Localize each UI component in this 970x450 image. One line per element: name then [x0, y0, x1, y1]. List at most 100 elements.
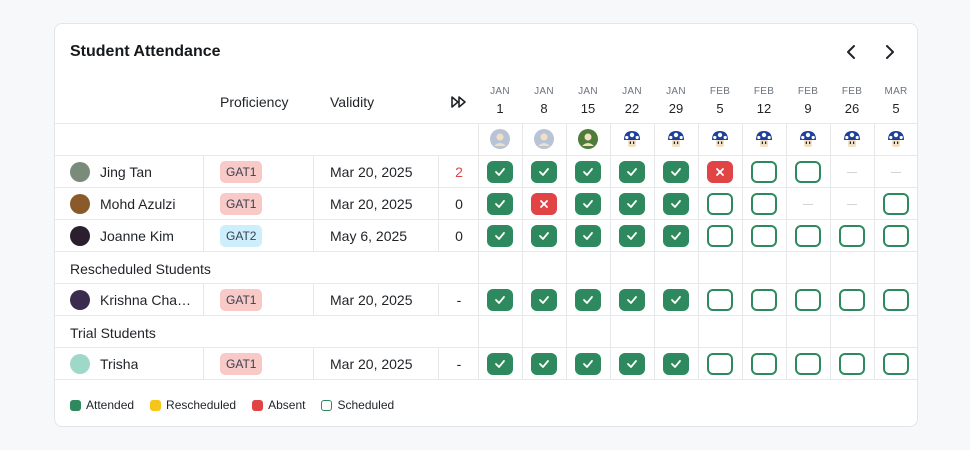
student-cell[interactable]: Trisha [70, 348, 138, 380]
mushroom-avatar-icon [798, 129, 818, 149]
attendance-attended[interactable] [487, 193, 513, 215]
avatar [70, 290, 90, 310]
attendance-empty [883, 161, 909, 183]
attendance-attended[interactable] [575, 289, 601, 311]
attendance-attended[interactable] [575, 353, 601, 375]
attendance-attended[interactable] [619, 353, 645, 375]
attendance-scheduled[interactable] [839, 289, 865, 311]
validity-date: Mar 20, 2025 [330, 196, 413, 212]
legend-label: Absent [268, 398, 306, 412]
legend-absent: Absent [252, 398, 305, 412]
student-name: Mohd Azulzi [100, 196, 176, 212]
attendance-attended[interactable] [531, 353, 557, 375]
student-name: Jing Tan [100, 164, 152, 180]
attendance-attended[interactable] [619, 289, 645, 311]
attendance-scheduled[interactable] [751, 289, 777, 311]
attendance-scheduled[interactable] [795, 289, 821, 311]
attendance-attended[interactable] [487, 225, 513, 247]
check-icon [583, 168, 593, 176]
proficiency-badge: GAT1 [220, 193, 263, 215]
attendance-scheduled[interactable] [883, 193, 909, 215]
attendance-scheduled[interactable] [751, 353, 777, 375]
validity-date: May 6, 2025 [330, 228, 408, 244]
attendance-attended[interactable] [619, 161, 645, 183]
chevron-right-icon [886, 45, 894, 59]
attendance-attended[interactable] [663, 225, 689, 247]
date-month: FEB [797, 86, 819, 97]
check-icon [671, 200, 681, 208]
student-row: Trisha GAT1 Mar 20, 2025 - [55, 348, 917, 380]
date-header: FEB 9 [786, 86, 830, 116]
attendance-scheduled[interactable] [707, 353, 733, 375]
attendance-scheduled[interactable] [707, 193, 733, 215]
check-icon [671, 296, 681, 304]
attendance-attended[interactable] [487, 353, 513, 375]
attendance-scheduled[interactable] [839, 225, 865, 247]
attendance-absent[interactable] [531, 193, 557, 215]
attendance-attended[interactable] [531, 289, 557, 311]
date-header: FEB 12 [742, 86, 786, 116]
proficiency-badge: GAT2 [220, 225, 263, 247]
attendance-scheduled[interactable] [839, 353, 865, 375]
date-day: 1 [496, 101, 504, 116]
validity-date: Mar 20, 2025 [330, 356, 413, 372]
check-icon [583, 232, 593, 240]
attendance-attended[interactable] [663, 289, 689, 311]
previous-button[interactable] [840, 41, 862, 63]
attendance-scheduled[interactable] [883, 353, 909, 375]
date-month: FEB [709, 86, 731, 97]
attendance-scheduled[interactable] [795, 353, 821, 375]
next-button[interactable] [879, 41, 901, 63]
attended-swatch [70, 399, 81, 411]
scheduled-swatch [321, 399, 333, 411]
attendance-scheduled[interactable] [795, 161, 821, 183]
fast-forward-button[interactable] [451, 95, 467, 113]
check-icon [583, 360, 593, 368]
student-row: Joanne Kim GAT2 May 6, 2025 0 [55, 220, 917, 252]
date-header: JAN 22 [610, 86, 654, 116]
attendance-attended[interactable] [619, 193, 645, 215]
count-value: 0 [455, 228, 463, 244]
count-value: - [456, 292, 462, 308]
attendance-scheduled[interactable] [883, 289, 909, 311]
date-month: FEB [753, 86, 775, 97]
attendance-attended[interactable] [575, 161, 601, 183]
attendance-attended[interactable] [619, 225, 645, 247]
attendance-scheduled[interactable] [795, 225, 821, 247]
avatar [70, 162, 90, 182]
attendance-attended[interactable] [663, 193, 689, 215]
proficiency-badge: GAT1 [220, 161, 263, 183]
attendance-attended[interactable] [531, 161, 557, 183]
attendance-scheduled[interactable] [707, 225, 733, 247]
attendance-scheduled[interactable] [751, 193, 777, 215]
validity-header: Validity [330, 94, 375, 110]
student-cell[interactable]: Joanne Kim [70, 220, 174, 252]
attendance-scheduled[interactable] [751, 225, 777, 247]
attendance-card: Student Attendance Proficiency Validity … [54, 23, 918, 427]
attendance-attended[interactable] [575, 225, 601, 247]
proficiency-badge: GAT1 [220, 289, 263, 311]
student-name: Trisha [100, 356, 139, 372]
attendance-scheduled[interactable] [707, 289, 733, 311]
attendance-empty [839, 161, 865, 183]
validity-date: Mar 20, 2025 [330, 164, 413, 180]
attendance-scheduled[interactable] [751, 161, 777, 183]
check-icon [495, 200, 505, 208]
date-day: 22 [624, 101, 640, 116]
check-icon [495, 232, 505, 240]
student-cell[interactable]: Mohd Azulzi [70, 188, 175, 220]
attendance-scheduled[interactable] [883, 225, 909, 247]
attendance-absent[interactable] [707, 161, 733, 183]
rescheduled-section-label: Rescheduled Students [70, 261, 211, 277]
check-icon [671, 168, 681, 176]
attendance-attended[interactable] [575, 193, 601, 215]
mushroom-avatar-icon [710, 129, 730, 149]
student-cell[interactable]: Jing Tan [70, 156, 152, 188]
attendance-attended[interactable] [663, 353, 689, 375]
legend-rescheduled: Rescheduled [150, 398, 236, 412]
attendance-attended[interactable] [487, 289, 513, 311]
student-cell[interactable]: Krishna Cha… [70, 284, 191, 316]
attendance-attended[interactable] [487, 161, 513, 183]
attendance-attended[interactable] [663, 161, 689, 183]
attendance-attended[interactable] [531, 225, 557, 247]
